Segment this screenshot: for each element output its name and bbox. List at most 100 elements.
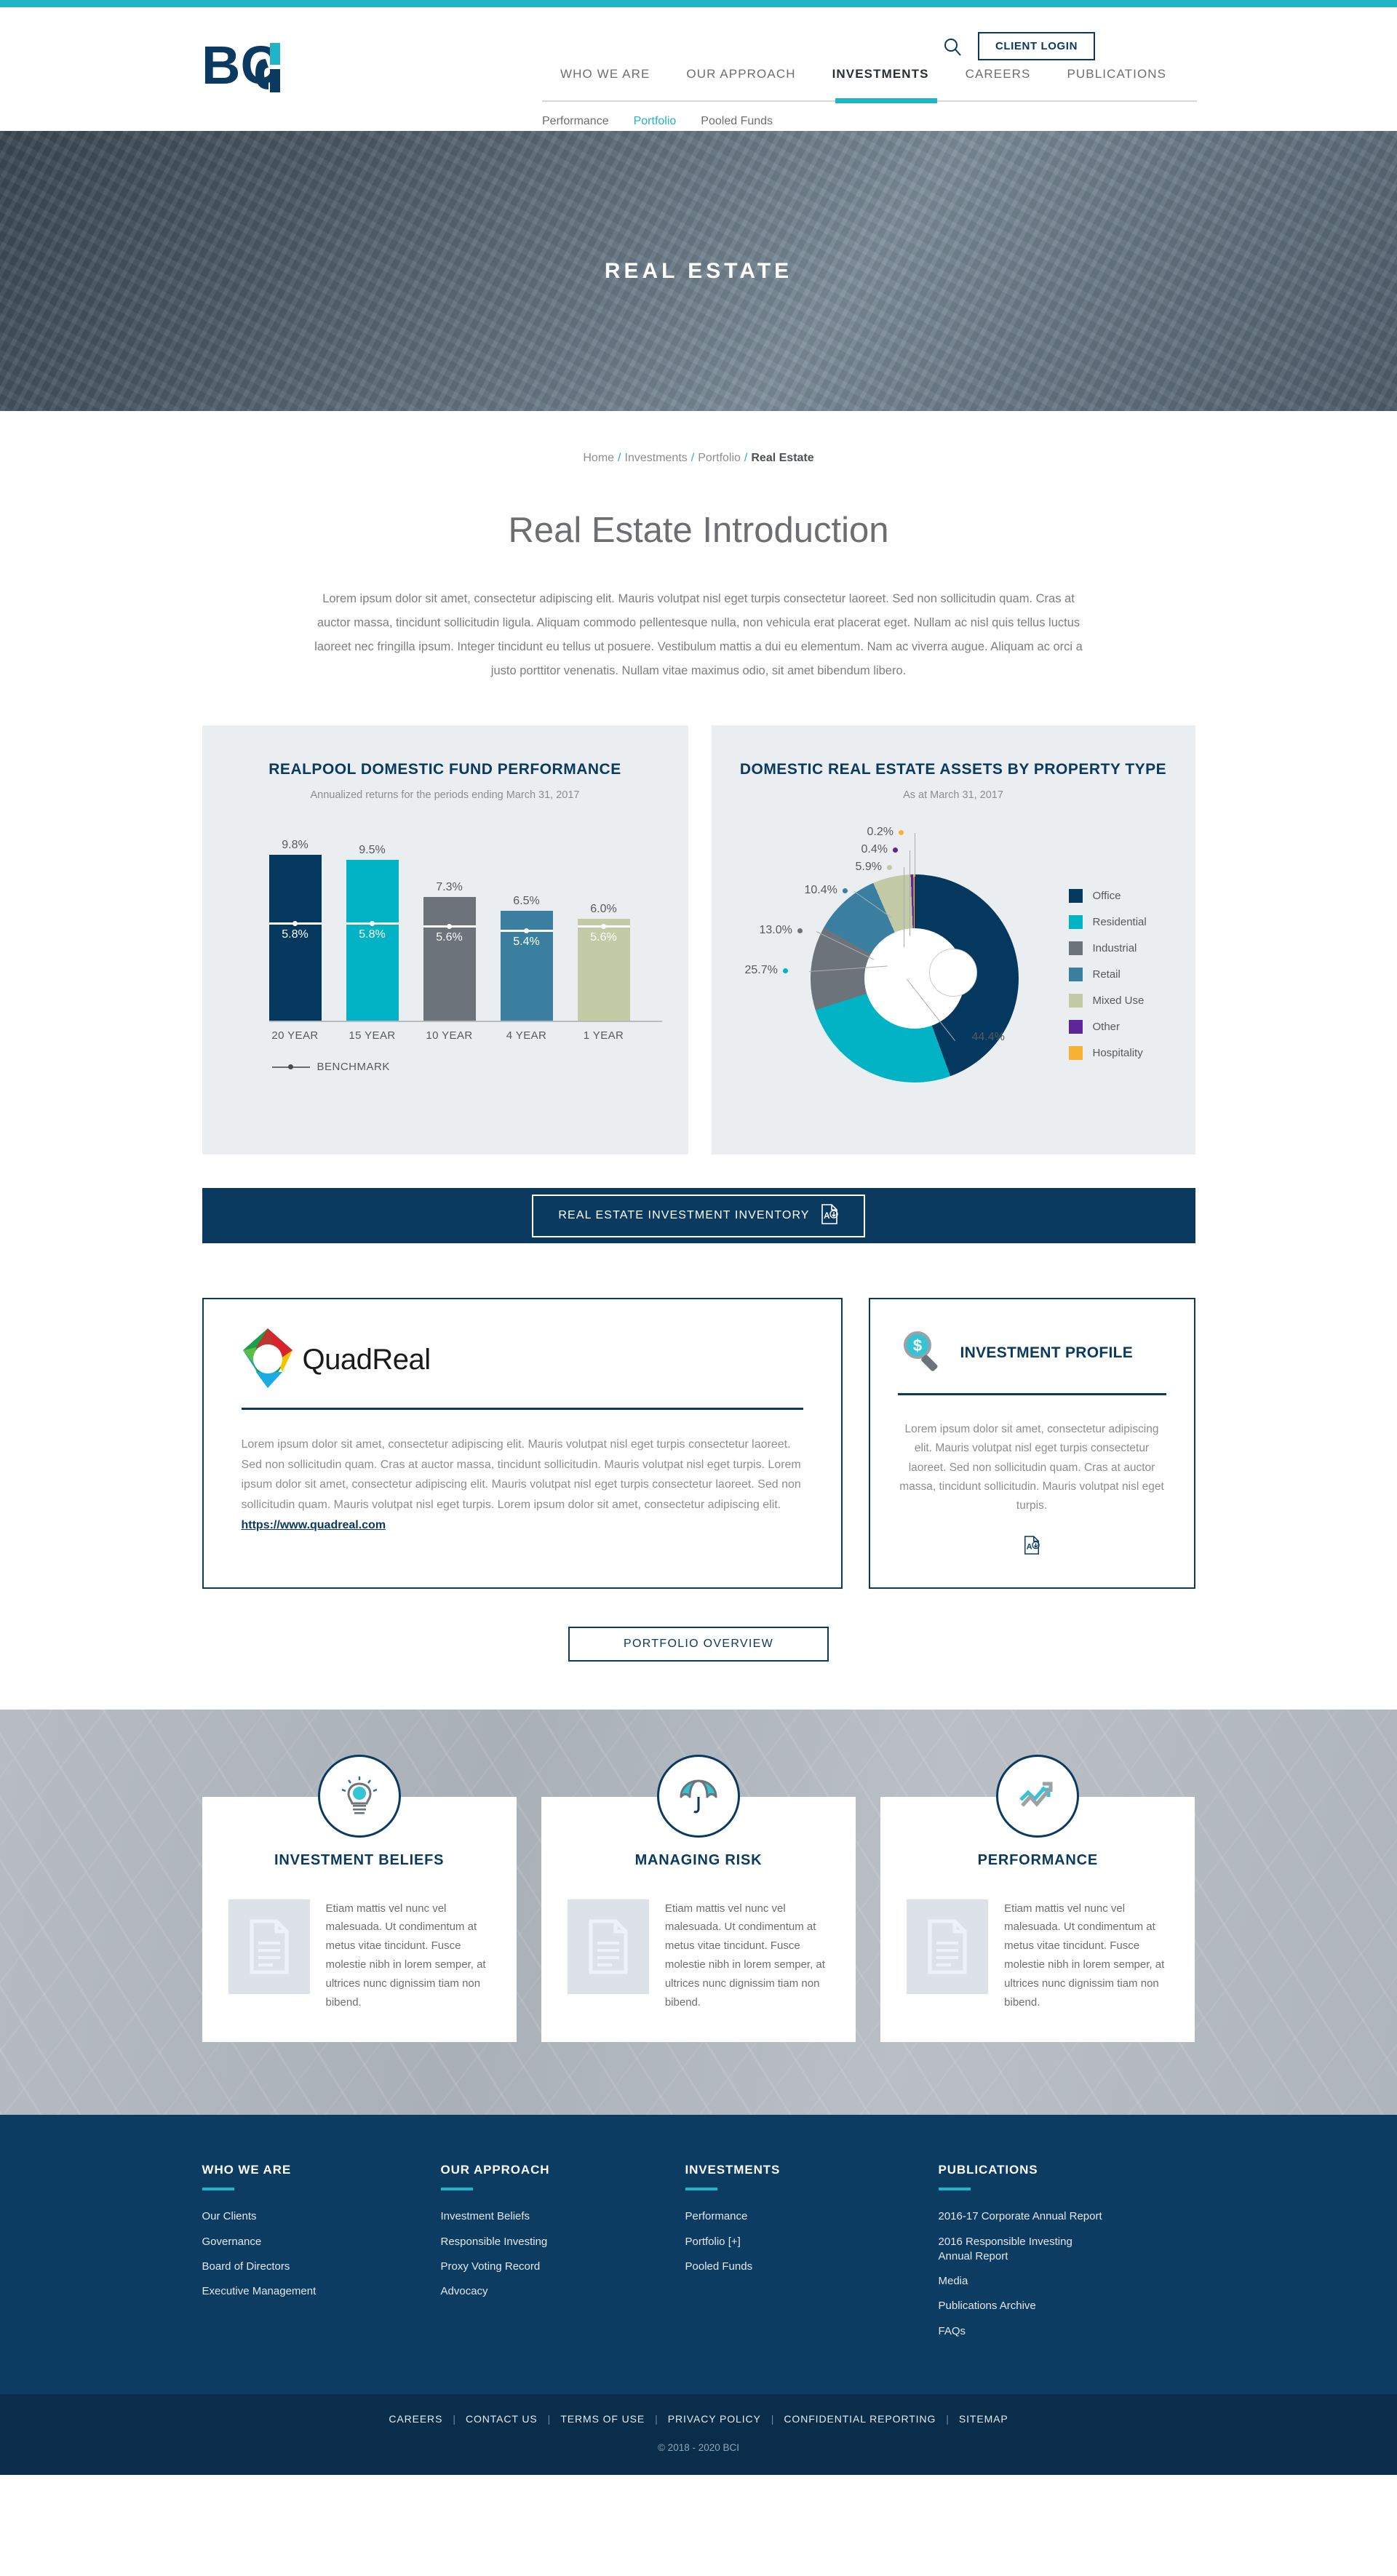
bci-logo[interactable]: BC xyxy=(202,33,311,98)
footer-link[interactable]: Proxy Voting Record xyxy=(440,2260,541,2273)
magnifier-dollar-icon: $ xyxy=(898,1327,946,1379)
footer-link[interactable]: 2016 Responsible Investing Annual Report xyxy=(938,2235,1072,2262)
footer-link[interactable]: Portfolio [+] xyxy=(685,2235,741,2248)
breadcrumb-investments[interactable]: Investments xyxy=(624,452,688,464)
footer-link[interactable]: Board of Directors xyxy=(202,2260,290,2273)
footer-column-heading: OUR APPROACH xyxy=(440,2163,550,2177)
nav-item-careers[interactable]: CAREERS xyxy=(965,67,1031,81)
inventory-button-label: REAL ESTATE INVESTMENT INVENTORY xyxy=(558,1209,810,1222)
profile-pdf-link[interactable]: A xyxy=(898,1535,1166,1558)
subnav-item-pooled-funds[interactable]: Pooled Funds xyxy=(701,115,773,127)
feature-title: INVESTMENT BELIEFS xyxy=(274,1851,445,1868)
legal-link-contact-us[interactable]: CONTACT US xyxy=(465,2412,538,2425)
legal-separator: | xyxy=(946,2412,949,2425)
document-icon xyxy=(228,1899,310,1994)
breadcrumb-portfolio[interactable]: Portfolio xyxy=(698,452,741,464)
legal-link-terms-of-use[interactable]: TERMS OF USE xyxy=(560,2412,645,2425)
footer-link[interactable]: Media xyxy=(938,2275,968,2288)
hero-title: REAL ESTATE xyxy=(604,258,793,283)
footer-link[interactable]: FAQs xyxy=(938,2324,966,2337)
quadreal-link[interactable]: https://www.quadreal.com xyxy=(241,1518,386,1531)
footer-link[interactable]: Executive Management xyxy=(202,2285,317,2298)
feature-body: Etiam mattis vel nunc vel malesuada. Ut … xyxy=(228,1899,490,2012)
benchmark-marker xyxy=(500,928,553,934)
footer-link[interactable]: 2016-17 Corporate Annual Report xyxy=(938,2210,1102,2223)
feature-body: Etiam mattis vel nunc vel malesuada. Ut … xyxy=(567,1899,829,2012)
breadcrumb-separator: / xyxy=(744,452,748,464)
x-tick-label: 1 YEAR xyxy=(583,1029,624,1042)
benchmark-marker xyxy=(577,924,630,930)
benchmark-legend-line-icon xyxy=(271,1064,310,1070)
footer-link[interactable]: Investment Beliefs xyxy=(440,2210,530,2223)
info-cards-row: QuadReal Lorem ipsum dolor sit amet, con… xyxy=(202,1298,1195,1589)
footer-heading-underline xyxy=(685,2188,717,2191)
subnav-item-portfolio[interactable]: Portfolio xyxy=(633,115,677,127)
footer-link[interactable]: Responsible Investing xyxy=(440,2235,548,2248)
footer-link[interactable]: Performance xyxy=(685,2210,748,2223)
donut-chart-title: DOMESTIC REAL ESTATE ASSETS BY PROPERTY … xyxy=(739,761,1167,778)
breadcrumb-home[interactable]: Home xyxy=(583,452,615,464)
feature-card-managing-risk[interactable]: MANAGING RISK Etiam mattis vel nunc vel … xyxy=(541,1754,856,2043)
hero-banner: REAL ESTATE xyxy=(0,131,1397,411)
nav-item-publications[interactable]: PUBLICATIONS xyxy=(1067,67,1167,81)
breadcrumb-current: Real Estate xyxy=(751,452,814,464)
nav-item-our-approach[interactable]: OUR APPROACH xyxy=(686,67,796,81)
svg-text:$: $ xyxy=(912,1336,921,1355)
site-footer: WHO WE ARE Our Clients Governance Board … xyxy=(0,2115,1397,2394)
footer-link[interactable]: Advocacy xyxy=(440,2285,488,2298)
bar-chart-title: REALPOOL DOMESTIC FUND PERFORMANCE xyxy=(268,761,621,778)
legend-item-hospitality: Hospitality xyxy=(1068,1046,1147,1061)
legal-link-privacy-policy[interactable]: PRIVACY POLICY xyxy=(667,2412,761,2425)
footer-column-heading: PUBLICATIONS xyxy=(938,2163,1038,2177)
real-estate-inventory-button[interactable]: REAL ESTATE INVESTMENT INVENTORY A xyxy=(532,1194,865,1237)
client-login-button[interactable]: CLIENT LOGIN xyxy=(977,32,1095,60)
bar-value-label: 6.5% xyxy=(513,895,540,908)
donut-ring xyxy=(810,874,1019,1083)
legend-item-mixed-use: Mixed Use xyxy=(1068,994,1147,1008)
legend-item-other: Other xyxy=(1068,1020,1147,1034)
document-icon xyxy=(567,1899,649,1994)
legend-swatch xyxy=(1068,1046,1083,1061)
donut-label-hospitality: 0.2% xyxy=(867,826,904,839)
footer-link[interactable]: Governance xyxy=(202,2235,262,2248)
portfolio-overview-button[interactable]: PORTFOLIO OVERVIEW xyxy=(568,1626,829,1662)
legend-swatch xyxy=(1068,889,1083,904)
footer-link[interactable]: Our Clients xyxy=(202,2210,257,2223)
footer-column-our-approach: OUR APPROACH Investment Beliefs Responsi… xyxy=(440,2163,685,2349)
quadreal-logo-lockup[interactable]: QuadReal xyxy=(242,1327,803,1393)
legend-swatch xyxy=(1068,941,1083,956)
feature-card-investment-beliefs[interactable]: INVESTMENT BELIEFS Etiam mattis vel nunc… xyxy=(202,1754,517,2043)
donut-label-residential: 25.7% xyxy=(745,964,788,977)
bar-value-label: 9.8% xyxy=(282,839,309,852)
nav-item-who-we-are[interactable]: WHO WE ARE xyxy=(560,67,650,81)
legal-separator: | xyxy=(771,2412,774,2425)
bar-value-label: 7.3% xyxy=(436,881,463,894)
breadcrumb-separator: / xyxy=(690,452,695,464)
legal-link-sitemap[interactable]: SITEMAP xyxy=(958,2412,1008,2425)
feature-card-performance[interactable]: PERFORMANCE Etiam mattis vel nunc vel ma… xyxy=(880,1754,1195,2043)
search-icon[interactable] xyxy=(943,37,962,56)
nav-active-indicator xyxy=(835,98,937,103)
bar-group-20-year: 9.8% 5.8% xyxy=(268,839,322,1021)
subnav-item-performance[interactable]: Performance xyxy=(542,115,609,127)
quadreal-diamond-logo xyxy=(242,1327,294,1393)
footer-heading-underline xyxy=(202,2188,234,2191)
legal-link-confidential-reporting[interactable]: CONFIDENTIAL REPORTING xyxy=(784,2412,936,2425)
footer-column-heading: INVESTMENTS xyxy=(685,2163,781,2177)
pdf-download-icon: A xyxy=(1023,1535,1040,1558)
legend-swatch xyxy=(1068,1020,1083,1034)
pdf-download-icon: A xyxy=(820,1204,839,1228)
legal-link-careers[interactable]: CAREERS xyxy=(389,2412,443,2425)
legal-separator: | xyxy=(453,2412,455,2425)
legend-label: Office xyxy=(1092,890,1121,903)
footer-column-who-we-are: WHO WE ARE Our Clients Governance Board … xyxy=(202,2163,441,2349)
profile-body-text: Lorem ipsum dolor sit amet, consectetur … xyxy=(899,1423,1164,1512)
svg-text:A: A xyxy=(1027,1542,1032,1551)
bar-group-1-year: 6.0% 5.6% xyxy=(577,903,630,1021)
footer-link[interactable]: Pooled Funds xyxy=(685,2260,753,2273)
nav-item-investments[interactable]: INVESTMENTS xyxy=(832,67,929,81)
header-utilities: CLIENT LOGIN xyxy=(943,32,1095,60)
legend-label: Hospitality xyxy=(1092,1047,1143,1060)
footer-link[interactable]: Publications Archive xyxy=(938,2300,1036,2313)
benchmark-marker xyxy=(268,921,322,927)
